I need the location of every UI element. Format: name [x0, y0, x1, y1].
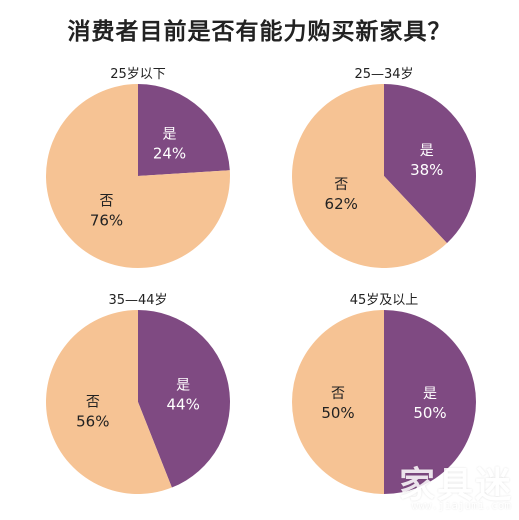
pie-title-2: 35—44岁 [108, 293, 167, 308]
slice-label-2-0: 是 [176, 377, 190, 393]
pie-slice-2-no [46, 310, 172, 494]
pie-slice-2-yes [138, 310, 230, 488]
pie-slice-1-yes [384, 84, 477, 244]
slice-label-0-0: 是 [162, 126, 176, 142]
slice-value-3-1: 50% [321, 404, 354, 422]
slice-value-2-0: 44% [167, 395, 200, 413]
slice-label-3-0: 是 [423, 386, 437, 402]
chart-title: 消费者目前是否有能力购买新家具？ [67, 19, 452, 45]
slice-value-1-1: 62% [325, 195, 358, 213]
watermark-url: www.jiajumi.com [411, 499, 511, 512]
slice-label-0-1: 否 [100, 194, 114, 210]
pie-slice-0-yes [138, 84, 230, 176]
slice-value-3-0: 50% [413, 404, 446, 422]
pie-slice-1-no [292, 84, 447, 268]
slice-label-2-1: 否 [86, 395, 100, 411]
slice-value-0-0: 24% [153, 144, 186, 162]
slice-value-1-0: 38% [410, 161, 443, 179]
pie-title-0: 25岁以下 [110, 67, 166, 82]
slice-value-0-1: 76% [90, 212, 123, 230]
pie-slice-3-no [292, 310, 384, 494]
pie-slice-3-yes [384, 310, 476, 494]
slice-label-1-0: 是 [420, 143, 434, 159]
slice-label-3-1: 否 [331, 386, 345, 402]
slice-value-2-1: 56% [76, 413, 109, 431]
pie-title-1: 25—34岁 [354, 67, 413, 82]
pie-title-3: 45岁及以上 [350, 293, 419, 308]
watermark-text: 家具迷 [398, 464, 513, 506]
pie-slice-0-no [46, 84, 231, 268]
watermark-logo: 家具迷 www.jiajumi.com [385, 456, 513, 512]
slice-label-1-1: 否 [334, 177, 348, 193]
